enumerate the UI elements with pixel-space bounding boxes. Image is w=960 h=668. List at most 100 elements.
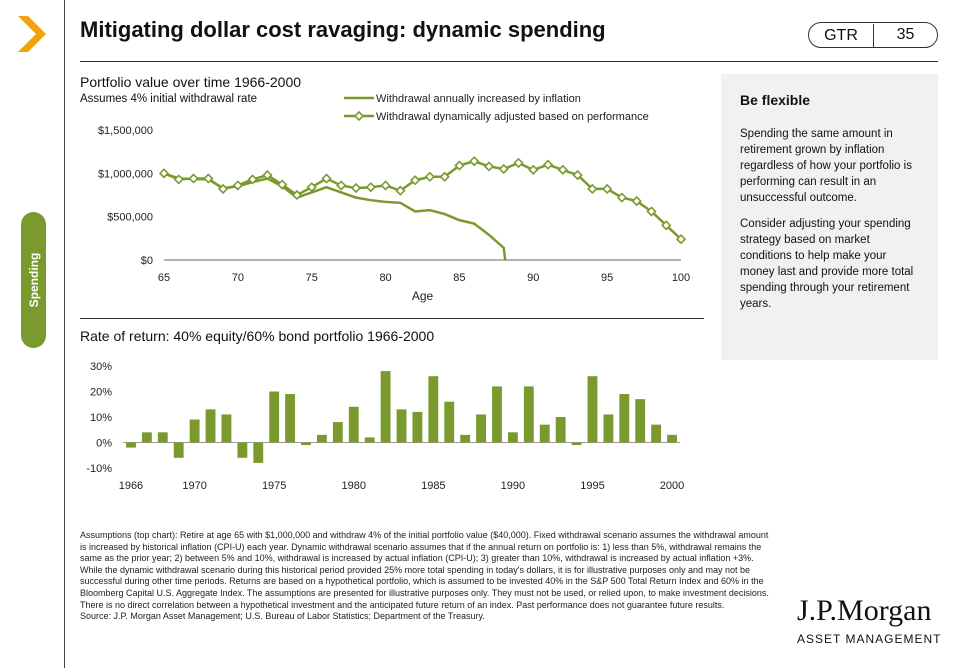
page-title: Mitigating dollar cost ravaging: dynamic… [80, 17, 606, 42]
footnote-assumptions: Assumptions (top chart): Retire at age 6… [80, 530, 769, 610]
bar [603, 414, 614, 443]
bar [523, 386, 534, 443]
data-point [306, 182, 317, 193]
bar [285, 394, 296, 443]
data-point [631, 195, 642, 207]
x-axis-label: Age [412, 289, 434, 303]
sidebar-heading: Be flexible [740, 92, 811, 108]
footnote-source: Source: J.P. Morgan Asset Management; U.… [80, 611, 485, 622]
bar [635, 399, 646, 443]
x-tick-label: 2000 [660, 480, 684, 492]
sidebar-paragraph-2: Consider adjusting your spending strateg… [740, 218, 914, 310]
line-chart-title: Portfolio value over time 1966-2000 [80, 74, 302, 90]
bar [364, 437, 375, 443]
bar [157, 432, 168, 443]
y-tick-label: 20% [90, 387, 112, 399]
x-tick-label: 95 [601, 272, 613, 284]
series-line [163, 159, 682, 241]
x-tick-label: 1980 [342, 480, 366, 492]
bar [539, 424, 550, 443]
x-tick-label: 75 [306, 272, 318, 284]
x-tick-label: 1985 [421, 480, 445, 492]
rate-of-return-bar-chart: 30% 20% 10% 0% -10% 1966 1970 1975 1980 1985 1990 1… [86, 361, 684, 492]
y-tick-label: $1,500,000 [98, 125, 153, 137]
data-point [291, 189, 303, 201]
logo-brand: J.P.Morgan [797, 594, 932, 627]
bar [332, 422, 343, 443]
data-point [336, 180, 347, 191]
line-chart-subtitle: Assumes 4% initial withdrawal rate [80, 93, 258, 105]
x-tick-label: 1966 [119, 480, 143, 492]
data-point [277, 179, 288, 190]
bar [301, 442, 311, 446]
x-tick-label: 85 [453, 272, 465, 284]
y-tick-label: -10% [86, 463, 112, 475]
data-point [321, 173, 332, 184]
data-point [587, 183, 598, 195]
bar [269, 391, 280, 443]
data-point [173, 174, 184, 185]
data-point [188, 173, 199, 184]
y-tick-label: 0% [96, 438, 112, 450]
title-divider [80, 61, 938, 62]
data-point [350, 182, 362, 194]
x-tick-label: 80 [379, 272, 391, 284]
bar-chart-title: Rate of return: 40% equity/60% bond port… [80, 328, 435, 344]
y-tick-label: $1,000,000 [98, 168, 153, 180]
data-point [454, 160, 465, 171]
legend-label: Withdrawal dynamically adjusted based on… [376, 111, 649, 123]
data-point [409, 175, 421, 186]
data-point [513, 157, 524, 169]
bar [476, 414, 487, 443]
x-tick-label: 100 [672, 272, 690, 284]
gtr-page-indicator: GTR 35 [808, 22, 938, 48]
bar [205, 409, 216, 443]
bar [316, 434, 327, 443]
bar [587, 376, 598, 443]
bar [571, 442, 582, 446]
bar [444, 401, 455, 443]
bar [667, 434, 677, 443]
data-point [675, 234, 687, 245]
page-number: 35 [896, 26, 915, 43]
portfolio-value-line-chart: $0 $500,000 $1,000,000 $1,500,000 65 70 75 80 85… [98, 93, 690, 303]
data-point [661, 220, 672, 231]
bar [221, 414, 232, 443]
bar [619, 394, 630, 443]
bar [412, 411, 423, 443]
jpmorgan-logo: J.P.Morgan ASSET MANAGEMENT [797, 594, 942, 647]
data-point [158, 168, 170, 179]
data-point [498, 163, 509, 175]
y-tick-label: 30% [90, 361, 112, 373]
data-point [483, 161, 495, 172]
section-tab-spending[interactable]: Spending [21, 212, 46, 348]
data-point [469, 156, 480, 167]
data-point [616, 192, 628, 203]
data-point [395, 185, 406, 196]
data-point [232, 180, 243, 191]
data-point [602, 183, 613, 195]
logo-unit: ASSET MANAGEMENT [797, 632, 942, 646]
data-point [247, 174, 258, 185]
gtr-label: GTR [809, 23, 874, 47]
left-rail-divider [64, 0, 65, 668]
bar [380, 371, 391, 443]
data-point [424, 171, 436, 182]
data-point [528, 164, 539, 175]
bar [237, 442, 248, 458]
bar [492, 386, 502, 443]
bar [555, 417, 566, 443]
bar [507, 432, 518, 443]
x-tick-label: 70 [232, 272, 244, 284]
data-point [557, 164, 568, 175]
bar [348, 406, 359, 443]
x-tick-label: 90 [527, 272, 539, 284]
x-tick-label: 65 [158, 272, 170, 284]
bar [141, 432, 152, 443]
x-tick-label: 1975 [262, 480, 286, 492]
bar [253, 442, 264, 463]
bar [173, 442, 184, 458]
data-point [262, 169, 273, 181]
series-line [163, 172, 507, 261]
data-point [203, 173, 214, 184]
